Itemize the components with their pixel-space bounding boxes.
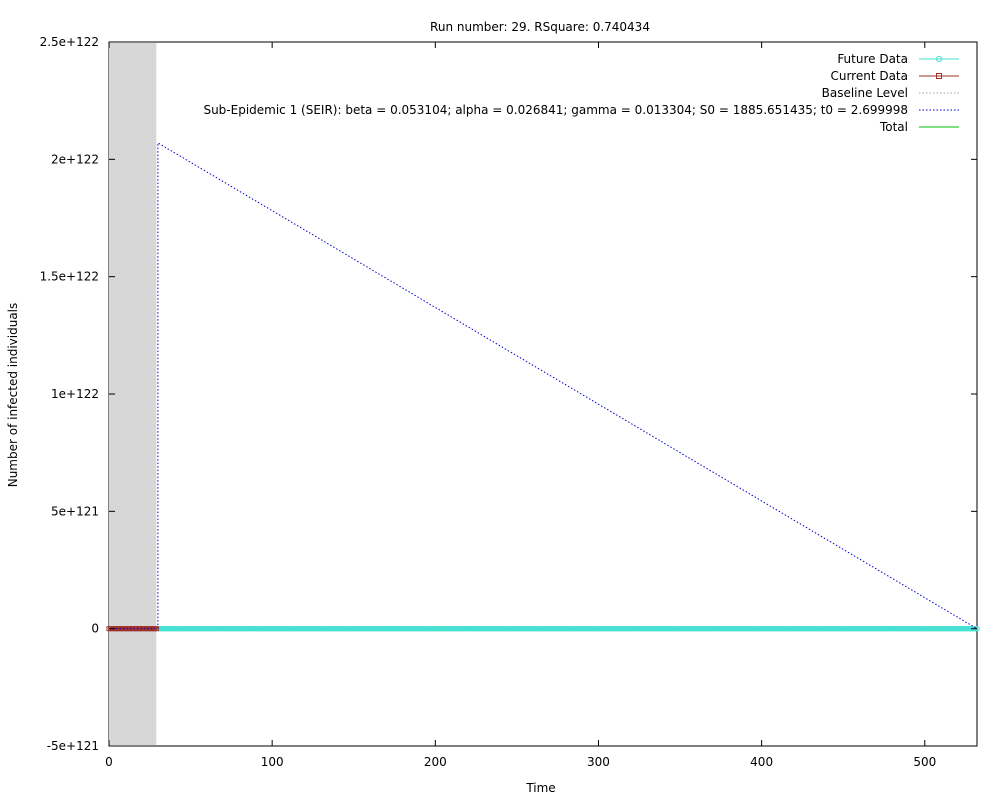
legend-item: Current Data xyxy=(830,69,959,83)
x-tick-label: 200 xyxy=(424,755,447,769)
legend-label: Future Data xyxy=(837,52,908,66)
y-tick-label: 0 xyxy=(91,622,99,636)
x-tick-label: 400 xyxy=(750,755,773,769)
legend-marker xyxy=(936,56,942,62)
legend-item: Baseline Level xyxy=(822,86,959,100)
fit-window-shade xyxy=(109,43,157,745)
y-tick-label: 1.5e+122 xyxy=(40,270,99,284)
y-tick-label: 1e+122 xyxy=(51,387,99,401)
legend-marker xyxy=(936,73,942,79)
y-axis: -5e+121 0 5e+121 1e+122 1.5e+122 2e+122 2.5e+1… xyxy=(40,35,977,753)
plot-content xyxy=(106,43,980,745)
legend-label: Total xyxy=(879,120,908,134)
y-tick-label: -5e+121 xyxy=(47,739,99,753)
chart-title: Run number: 29. RSquare: 0.740434 xyxy=(430,20,650,34)
sub-epidemic-curve xyxy=(109,142,978,630)
legend-item: Future Data xyxy=(837,52,959,66)
x-axis-label: Time xyxy=(525,781,555,795)
legend-item: Total xyxy=(879,120,959,134)
y-tick-label: 2e+122 xyxy=(51,152,99,166)
y-axis-label: Number of infected individuals xyxy=(6,303,20,488)
x-tick-label: 100 xyxy=(261,755,284,769)
x-axis: 0 100 200 300 400 500 xyxy=(105,42,936,769)
legend: Future Data Current Data Baseline Level Sub… xyxy=(203,52,959,134)
x-tick-label: 500 xyxy=(913,755,936,769)
x-tick-label: 300 xyxy=(587,755,610,769)
future-data-points xyxy=(155,625,980,632)
legend-label: Current Data xyxy=(830,69,908,83)
current-data-point xyxy=(153,626,159,632)
legend-label: Baseline Level xyxy=(822,86,908,100)
legend-item: Sub-Epidemic 1 (SEIR): beta = 0.053104; … xyxy=(203,103,959,117)
x-tick-label: 0 xyxy=(105,755,113,769)
plot-frame xyxy=(108,41,978,747)
y-tick-label: 5e+121 xyxy=(51,504,99,518)
legend-label: Sub-Epidemic 1 (SEIR): beta = 0.053104; … xyxy=(203,103,908,117)
y-tick-label: 2.5e+122 xyxy=(40,35,99,49)
